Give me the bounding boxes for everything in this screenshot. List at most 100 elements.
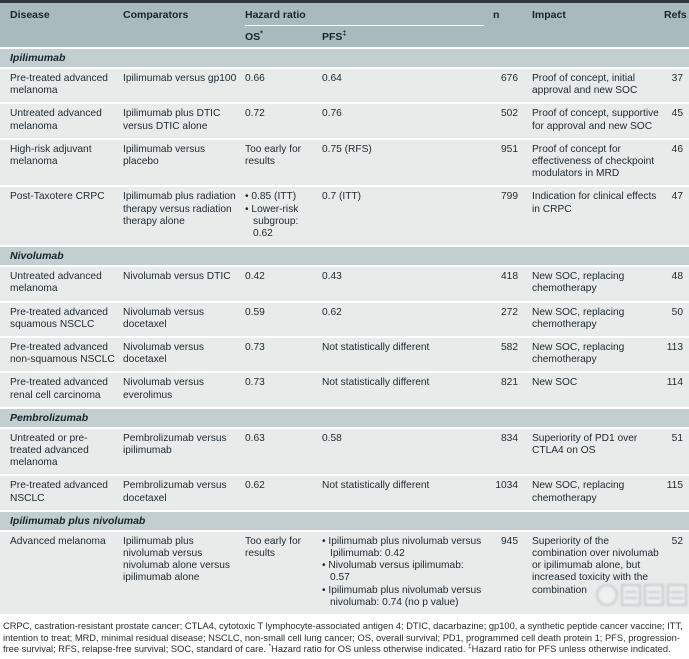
disease-cell: Untreated advanced melanoma <box>10 271 102 295</box>
pfs-hazard-ratio-cell: Not statistically different <box>322 377 430 389</box>
table-row: High-risk adjuvant melanoma Ipilimumab ve… <box>0 139 689 186</box>
n-cell: 951 <box>501 143 518 155</box>
os-footnote-marker: * <box>260 30 263 38</box>
os-hazard-ratio-cell: 0.42 <box>245 271 265 283</box>
table-row: Untreated advanced melanoma Ipilimumab pl… <box>0 104 689 138</box>
col-header-comparators: Comparators <box>123 9 189 21</box>
col-header-disease: Disease <box>10 9 50 21</box>
table-row: Untreated or pre-treated advanced melano… <box>0 428 689 475</box>
impact-cell: New SOC, replacing chemotherapy <box>532 480 625 504</box>
refs-cell: 52 <box>671 535 683 547</box>
hazard-ratio-subcolumns: OS* PFS‡ <box>245 26 490 44</box>
comparators-cell: Nivolumab versus docetaxel <box>123 342 204 366</box>
pfs-hazard-ratio-cell: Not statistically different <box>322 480 430 492</box>
table-row: Pre-treated advanced squamous NSCLC Nivol… <box>0 302 689 337</box>
impact-cell: Superiority of PD1 over CTLA4 on OS <box>532 432 638 457</box>
section-header: Ipilimumab <box>0 49 689 67</box>
table-top-rule <box>0 0 689 3</box>
os-hazard-ratio-cell: • 0.85 (ITT) • Lower-risk subgroup: 0.62 <box>245 191 322 240</box>
disease-cell: Advanced melanoma <box>10 535 106 547</box>
col-header-refs: Refs <box>664 9 687 21</box>
footnote-os-note: Hazard ratio for OS unless otherwise ind… <box>271 643 468 654</box>
impact-cell: Indication for clinical effects in CRPC <box>532 191 657 215</box>
impact-cell: Proof of concept, initial approval and n… <box>532 73 638 97</box>
table-row: Advanced melanoma Ipilimumab plus nivolum… <box>0 531 689 615</box>
comparators-cell: Ipilimumab versus gp100 <box>123 73 237 84</box>
comparators-cell: Ipilimumab plus nivolumab versus nivolum… <box>123 535 231 584</box>
pfs-hazard-ratio-cell: 0.76 <box>322 108 342 120</box>
refs-cell: 37 <box>671 73 683 84</box>
refs-cell: 51 <box>671 432 683 444</box>
pfs-label: PFS <box>322 31 343 43</box>
col-header-n: n <box>493 9 500 21</box>
table-body: Ipilimumab Pre-treated advanced melanoma I… <box>0 49 689 615</box>
col-header-hazard-ratio-group: Hazard ratio OS* PFS‡ <box>245 9 490 43</box>
pfs-hazard-ratio-cell: • Ipilimumab plus nivolumab versus Ipili… <box>322 536 490 609</box>
col-header-os: OS* <box>245 30 322 44</box>
hazard-ratio-label: Hazard ratio <box>245 9 484 26</box>
os-hazard-ratio-cell: 0.66 <box>245 73 265 84</box>
os-hazard-ratio-cell: 0.73 <box>245 342 265 354</box>
disease-cell: High-risk adjuvant melanoma <box>10 143 92 168</box>
table-row: Pre-treated advanced renal cell carcinom… <box>0 373 689 407</box>
n-cell: 272 <box>501 306 518 318</box>
n-cell: 502 <box>501 108 518 120</box>
disease-cell: Post-Taxotere CRPC <box>10 191 105 203</box>
impact-cell: New SOC, replacing chemotherapy <box>532 306 625 330</box>
n-cell: 821 <box>501 377 518 389</box>
comparators-cell: Nivolumab versus everolimus <box>123 377 204 401</box>
pfs-hazard-ratio-cell: 0.62 <box>322 306 342 318</box>
refs-cell: 50 <box>671 306 683 318</box>
impact-cell: New SOC <box>532 377 578 389</box>
os-hazard-ratio-cell: 0.73 <box>245 377 265 389</box>
refs-cell: 114 <box>666 377 683 389</box>
section-header: Pembrolizumab <box>0 408 689 427</box>
refs-cell: 48 <box>671 271 683 283</box>
comparators-cell: Ipilimumab plus DTIC versus DTIC alone <box>123 108 221 132</box>
disease-cell: Untreated advanced melanoma <box>10 108 102 132</box>
pfs-footnote-marker: ‡ <box>342 30 347 38</box>
comparators-cell: Ipilimumab plus radiation therapy versus… <box>123 191 236 227</box>
n-cell: 1034 <box>495 480 518 492</box>
disease-cell: Pre-treated advanced non-squamous NSCLC <box>10 342 115 366</box>
n-cell: 418 <box>501 271 518 283</box>
pfs-hazard-ratio-cell: 0.43 <box>322 271 342 283</box>
os-hazard-ratio-cell: 0.63 <box>245 432 265 444</box>
col-header-impact: Impact <box>532 9 566 21</box>
col-header-pfs: PFS‡ <box>322 30 490 44</box>
pfs-hazard-ratio-cell-bullet-item: • Ipilimumab plus nivolumab versus nivol… <box>322 584 482 608</box>
table-row: Pre-treated advanced NSCLC Pembrolizumab … <box>0 476 689 510</box>
n-cell: 945 <box>501 535 518 547</box>
os-hazard-ratio-cell: 0.62 <box>245 480 265 492</box>
table-footnote: CRPC, castration-resistant prostate canc… <box>0 621 689 659</box>
pfs-hazard-ratio-cell-bullet-item: • Ipilimumab plus nivolumab versus Ipili… <box>322 535 482 560</box>
section-header: Ipilimumab plus nivolumab <box>0 511 689 530</box>
os-hazard-ratio-cell: 0.72 <box>245 108 265 120</box>
n-cell: 582 <box>501 342 518 354</box>
disease-cell: Pre-treated advanced squamous NSCLC <box>10 306 108 330</box>
comparators-cell: Ipilimumab versus placebo <box>123 143 206 168</box>
os-hazard-ratio-cell-bullet-item: • Lower-risk subgroup: 0.62 <box>245 203 299 240</box>
footnote-pfs-note: Hazard ratio for PFS unless otherwise in… <box>471 643 671 654</box>
pfs-hazard-ratio-cell: 0.58 <box>322 432 342 444</box>
disease-cell: Pre-treated advanced melanoma <box>10 73 108 97</box>
table-row: Post-Taxotere CRPC Ipilimumab plus radiat… <box>0 187 689 246</box>
os-hazard-ratio-cell: Too early for results <box>245 143 302 168</box>
pfs-hazard-ratio-cell-bullet-item: • Nivolumab versus ipilimumab: 0.57 <box>322 560 464 584</box>
table-row: Pre-treated advanced melanoma Ipilimumab … <box>0 69 689 103</box>
os-hazard-ratio-cell: Too early for results <box>245 535 302 560</box>
section-header: Nivolumab <box>0 247 689 266</box>
pfs-hazard-ratio-cell: Not statistically different <box>322 342 430 354</box>
refs-cell: 47 <box>671 191 683 203</box>
os-label: OS <box>245 31 261 43</box>
pfs-hazard-ratio-cell: 0.75 (RFS) <box>322 143 372 155</box>
n-cell: 676 <box>501 73 518 84</box>
disease-cell: Untreated or pre-treated advanced melano… <box>10 432 89 469</box>
refs-cell: 45 <box>671 108 683 120</box>
table-row: Pre-treated advanced non-squamous NSCLC N… <box>0 338 689 372</box>
impact-cell: New SOC, replacing chemotherapy <box>532 271 625 295</box>
n-cell: 799 <box>501 191 518 203</box>
comparators-cell: Nivolumab versus DTIC <box>123 271 231 283</box>
os-hazard-ratio-cell-bullet-item: • 0.85 (ITT) <box>245 191 297 203</box>
